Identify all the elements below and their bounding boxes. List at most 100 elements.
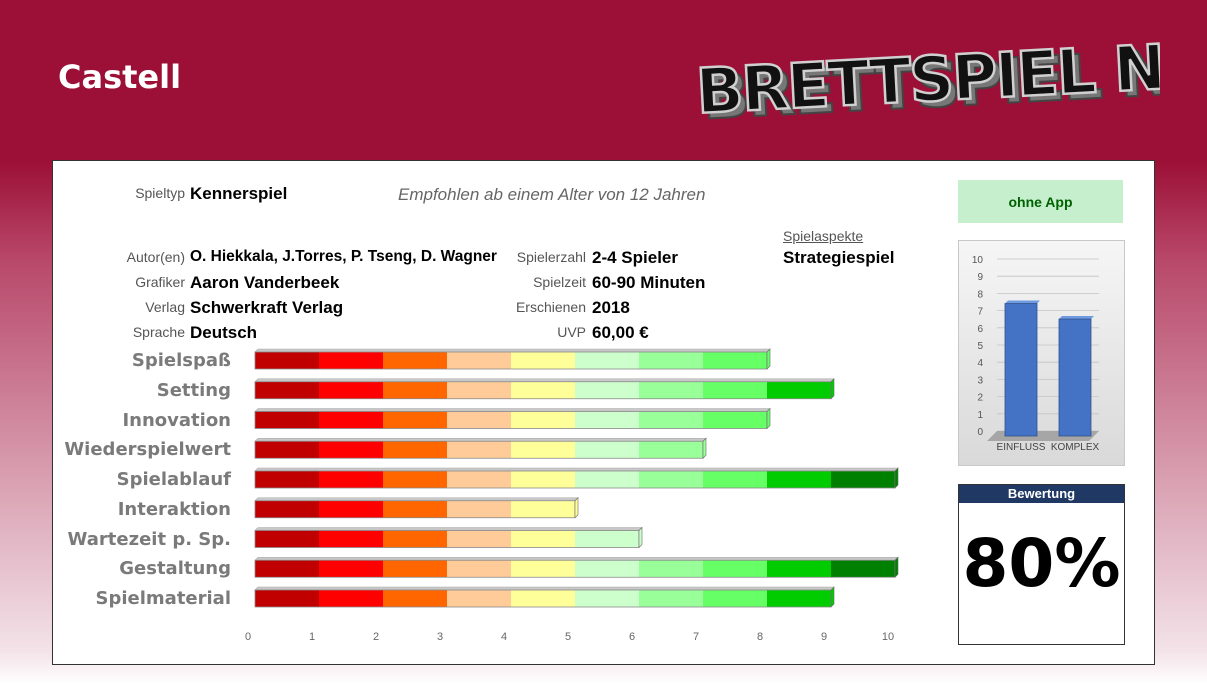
x-tick-label: 3	[437, 631, 443, 643]
bar-segment	[383, 590, 447, 607]
bar-segment	[703, 411, 767, 429]
y-tick-label: 2	[977, 393, 983, 404]
bar-segment	[383, 530, 447, 548]
bar-segment	[767, 560, 831, 578]
spielaspekte-value: Strategiespiel	[783, 248, 895, 267]
bar-segment	[383, 411, 447, 429]
bar-segment	[447, 560, 511, 578]
bar-segment	[319, 590, 383, 607]
bar-top-wiederspielwert	[254, 437, 707, 442]
bar-end-spielablauf	[894, 467, 899, 489]
bar-segment	[447, 381, 511, 399]
category-label-wartezeit-p-sp: Wartezeit p. Sp.	[67, 528, 231, 550]
y-tick-label: 1	[977, 410, 983, 421]
bar-segment	[639, 471, 703, 488]
bar-segment	[703, 381, 767, 399]
bar-end-setting	[830, 378, 835, 400]
x-tick-label: 10	[882, 631, 894, 643]
rating-label: Bewertung	[959, 485, 1124, 503]
bar-gestaltung	[254, 556, 899, 578]
mini-bar-top-komplex	[1059, 316, 1094, 320]
rating-bar-chart: 0 1 2 3 4 5 6 7 8 9 10	[245, 348, 899, 643]
bar-top-innovation	[254, 408, 771, 412]
x-tick-label: 4	[501, 631, 507, 643]
x-tick-label: 2	[373, 631, 379, 643]
bar-segment	[383, 381, 447, 399]
bar-segment	[255, 500, 319, 518]
bar-end-spielmaterial	[830, 586, 835, 608]
mini-x-label-komplex: KOMPLEX	[1051, 442, 1100, 453]
x-tick-label: 6	[629, 631, 635, 643]
page-title: Castell	[58, 58, 182, 96]
x-tick-label: 7	[693, 631, 699, 643]
bar-segment	[511, 441, 575, 459]
bar-end-wiederspielwert	[702, 437, 707, 459]
bar-segment	[383, 560, 447, 578]
bar-segment	[767, 471, 831, 488]
bar-wartezeit-p-sp	[254, 526, 643, 549]
y-tick-label: 8	[977, 289, 983, 300]
x-tick-label: 1	[309, 631, 315, 643]
bar-segment	[319, 530, 383, 548]
erschienen-label: Erschienen	[515, 299, 586, 315]
category-label-setting: Setting	[156, 379, 231, 401]
bar-end-wartezeit-p-sp	[638, 526, 643, 549]
bar-segment	[703, 352, 767, 369]
bar-segment	[447, 352, 511, 369]
bar-top-spielmaterial	[254, 586, 835, 591]
category-label-wiederspielwert: Wiederspielwert	[64, 439, 231, 461]
bar-end-spielspass	[766, 348, 771, 370]
bar-top-interaktion	[254, 497, 579, 502]
bar-segment	[639, 590, 703, 607]
bar-segment	[639, 560, 703, 578]
bar-segment	[255, 381, 319, 399]
game-info-panel: Spieltyp Kennerspiel Empfohlen ab einem …	[52, 160, 1155, 665]
y-tick-label: 10	[972, 255, 984, 266]
bar-segment	[447, 530, 511, 548]
bar-segment	[447, 411, 511, 429]
spieltyp-value: Kennerspiel	[190, 184, 288, 203]
bar-segment	[639, 441, 703, 459]
bar-segment	[383, 352, 447, 369]
bar-top-spielablauf	[254, 467, 899, 472]
mini-bar-komplex	[1058, 318, 1092, 437]
bar-segment	[511, 471, 575, 488]
bar-segment	[575, 352, 639, 369]
bar-segment	[447, 590, 511, 607]
bar-segment	[703, 471, 767, 488]
category-label-spielmaterial: Spielmaterial	[95, 588, 231, 609]
y-tick-label: 3	[977, 375, 983, 386]
y-tick-label: 6	[977, 324, 983, 335]
bar-segment	[255, 411, 319, 429]
bar-segment	[511, 500, 575, 518]
app-badge: ohne App	[958, 180, 1123, 223]
uvp-value: 60,00 €	[592, 323, 649, 342]
bar-segment	[255, 560, 319, 578]
bar-segment	[383, 471, 447, 488]
bar-innovation	[254, 407, 771, 430]
mini-bar-top-einfluss	[1005, 300, 1040, 304]
grafiker-value: Aaron Vanderbeek	[190, 273, 340, 292]
bar-segment	[511, 352, 575, 369]
mini-chart-svg: 0 1 2 3 4 5 6 7 8 9 10 EINFLUSS KOMPLEX	[972, 255, 1100, 453]
bar-segment	[575, 381, 639, 399]
bar-segment	[639, 352, 703, 369]
erschienen-value: 2018	[592, 298, 630, 317]
bar-segment	[319, 352, 383, 369]
bar-segment	[319, 411, 383, 429]
x-tick-label: 9	[821, 631, 827, 643]
bar-segment	[255, 471, 319, 488]
y-tick-label: 5	[977, 341, 983, 352]
category-label-gestaltung: Gestaltung	[119, 558, 231, 580]
bar-segment	[511, 530, 575, 548]
category-label-interaktion: Interaktion	[117, 498, 231, 520]
mini-x-label-einfluss: EINFLUSS	[997, 442, 1046, 453]
sprache-value: Deutsch	[190, 323, 258, 342]
bar-wiederspielwert	[254, 437, 707, 459]
category-label-innovation: Innovation	[122, 409, 231, 431]
bar-segment	[831, 471, 895, 488]
bar-segment	[575, 590, 639, 607]
spielerzahl-label: Spielerzahl	[516, 249, 586, 265]
bar-segment	[511, 411, 575, 429]
bar-segment	[511, 590, 575, 607]
